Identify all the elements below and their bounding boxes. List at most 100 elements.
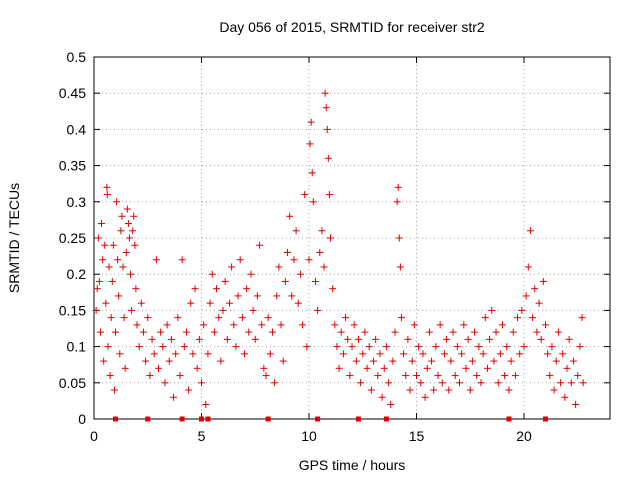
data-point — [518, 306, 526, 314]
data-point — [131, 241, 139, 249]
data-point — [477, 379, 485, 387]
x-tick-label: 0 — [90, 428, 98, 444]
data-point — [114, 256, 122, 264]
data-point — [217, 357, 225, 365]
data-point — [329, 285, 337, 293]
data-point — [505, 386, 513, 394]
data-point — [96, 328, 104, 336]
data-point — [561, 393, 569, 401]
data-point — [492, 328, 500, 336]
data-point — [380, 364, 388, 372]
data-point — [346, 372, 354, 380]
data-point — [572, 401, 580, 409]
data-point — [567, 379, 575, 387]
data-point — [359, 350, 367, 358]
data-point — [163, 321, 171, 329]
data-point — [130, 212, 138, 220]
zero-marker — [205, 416, 211, 422]
data-point — [460, 321, 468, 329]
y-tick-label: 0.35 — [59, 158, 86, 174]
data-point — [301, 191, 309, 199]
data-point — [516, 350, 524, 358]
data-point — [292, 227, 300, 235]
data-point — [290, 256, 298, 264]
data-point — [180, 343, 188, 351]
data-point — [357, 379, 365, 387]
data-point — [127, 270, 135, 278]
data-point — [449, 328, 457, 336]
data-point — [305, 256, 313, 264]
data-point — [481, 314, 489, 322]
data-point — [271, 379, 279, 387]
data-point — [569, 357, 577, 365]
data-point — [395, 234, 403, 242]
data-point — [361, 328, 369, 336]
data-point — [413, 372, 420, 380]
data-point — [406, 386, 414, 394]
zero-marker — [145, 416, 151, 422]
data-point — [337, 328, 345, 336]
data-point — [554, 328, 562, 336]
y-tick-label: 0.25 — [59, 230, 86, 246]
data-point — [445, 386, 453, 394]
zero-marker — [179, 416, 185, 422]
data-point — [440, 350, 448, 358]
data-point — [501, 372, 509, 380]
data-point — [499, 321, 506, 329]
data-point — [325, 191, 333, 199]
data-point — [284, 248, 291, 256]
data-point — [475, 343, 483, 351]
data-point — [496, 350, 504, 358]
data-point — [189, 350, 197, 358]
data-point — [307, 118, 315, 126]
data-point — [260, 364, 268, 372]
data-point — [430, 386, 438, 394]
zero-marker — [543, 416, 548, 422]
data-point — [225, 299, 233, 307]
data-point — [563, 364, 571, 372]
data-point — [208, 270, 216, 278]
data-point — [195, 335, 203, 343]
data-point — [193, 364, 201, 372]
data-point — [268, 328, 276, 336]
data-point — [182, 328, 190, 336]
data-point — [354, 335, 362, 343]
data-point — [548, 343, 556, 351]
data-point — [202, 401, 210, 409]
y-tick-label: 0.4 — [67, 121, 87, 137]
data-point — [316, 248, 324, 256]
y-tick-label: 0.45 — [59, 85, 86, 101]
data-point — [266, 350, 274, 358]
data-point — [526, 227, 534, 235]
data-point — [110, 386, 118, 394]
data-point — [425, 328, 433, 336]
data-point — [105, 263, 113, 271]
data-point — [129, 227, 137, 235]
data-point — [367, 386, 375, 394]
data-point — [176, 372, 184, 380]
data-point — [100, 357, 108, 365]
data-point — [419, 350, 427, 358]
data-point — [238, 314, 246, 322]
data-point — [466, 386, 474, 394]
zero-marker — [315, 416, 321, 422]
data-point — [94, 234, 102, 242]
data-point — [542, 321, 549, 329]
data-point — [321, 89, 329, 97]
data-point — [204, 350, 212, 358]
data-point — [308, 169, 316, 177]
y-tick-label: 0.5 — [67, 49, 87, 65]
data-point — [479, 350, 487, 358]
data-point — [311, 277, 319, 285]
data-points — [92, 89, 587, 409]
data-point — [436, 321, 444, 329]
data-point — [234, 292, 242, 300]
data-point — [213, 285, 221, 293]
data-point — [174, 314, 182, 322]
data-point — [102, 299, 110, 307]
data-point — [520, 343, 528, 351]
y-axis-label: SRMTID / TECUs — [6, 183, 22, 293]
data-point — [402, 372, 410, 380]
data-point — [178, 256, 186, 264]
